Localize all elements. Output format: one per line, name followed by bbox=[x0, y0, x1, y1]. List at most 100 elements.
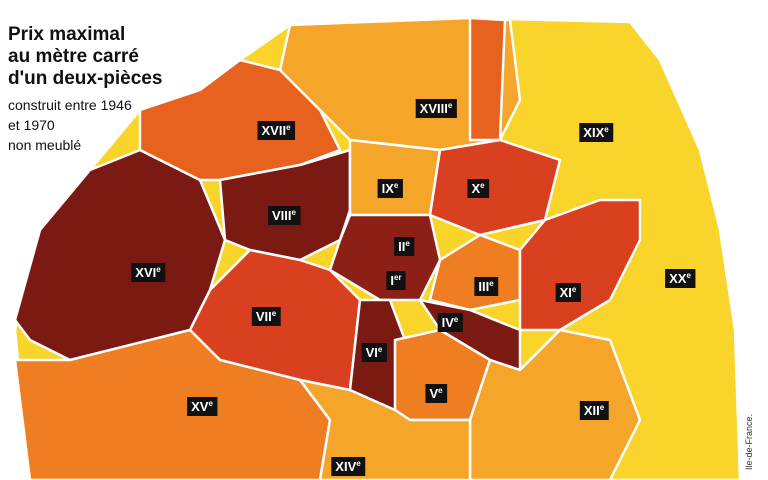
label-text: XIXe bbox=[583, 125, 609, 140]
arrondissement-label: Xe bbox=[467, 179, 490, 198]
suffix: e bbox=[405, 239, 410, 248]
label-box bbox=[394, 237, 415, 256]
label-box bbox=[665, 269, 696, 288]
roman: VI bbox=[366, 345, 378, 360]
label-box bbox=[579, 401, 609, 420]
roman: III bbox=[478, 279, 489, 294]
label-text: XVIe bbox=[135, 265, 161, 280]
label-text: XIe bbox=[560, 285, 577, 300]
suffix: e bbox=[572, 285, 577, 294]
label-text: IIe bbox=[398, 239, 410, 254]
label-box bbox=[257, 121, 296, 140]
roman: IX bbox=[382, 181, 395, 196]
arrondissement-label: VIIIe bbox=[268, 206, 301, 225]
arrondissement-label: XVe bbox=[187, 397, 218, 416]
arrondissement-label: IIe bbox=[394, 237, 415, 256]
roman: X bbox=[471, 181, 480, 196]
roman: XIV bbox=[335, 459, 356, 474]
roman: XII bbox=[584, 403, 600, 418]
arrondissement-label: Ve bbox=[425, 384, 448, 403]
label-box bbox=[251, 307, 281, 326]
arrondissement-label: IVe bbox=[437, 313, 463, 332]
label-box bbox=[361, 343, 387, 362]
arrondissement-label: XVIIIe bbox=[415, 99, 457, 118]
suffix: e bbox=[604, 125, 609, 134]
label-text: IXe bbox=[382, 181, 399, 196]
suffix: e bbox=[378, 345, 383, 354]
title-line: d'un deux-pièces bbox=[8, 68, 162, 89]
suffix: e bbox=[489, 279, 494, 288]
arrondissement-label: XVIe bbox=[131, 263, 166, 282]
label-text: IIIe bbox=[478, 279, 494, 294]
label-text: Ve bbox=[429, 386, 443, 401]
roman: XV bbox=[191, 399, 209, 414]
arrondissement-label: XIe bbox=[555, 283, 581, 302]
arrondissement-label: IIIe bbox=[474, 277, 499, 296]
subtitle-line: non meublé bbox=[8, 137, 81, 153]
arrondissement-label: XIIe bbox=[579, 401, 609, 420]
suffix: e bbox=[356, 459, 361, 468]
label-box bbox=[474, 277, 499, 296]
label-box bbox=[386, 271, 406, 290]
label-text: XVe bbox=[191, 399, 213, 414]
roman: XIX bbox=[583, 125, 604, 140]
label-text: IVe bbox=[442, 315, 459, 330]
label-text: Ier bbox=[390, 273, 401, 288]
suffix: e bbox=[286, 123, 291, 132]
arrondissement-label: XVIIe bbox=[257, 121, 296, 140]
label-box bbox=[187, 397, 218, 416]
suffix: e bbox=[208, 399, 213, 408]
suffix: e bbox=[438, 386, 443, 395]
roman: XVII bbox=[261, 123, 286, 138]
title-line: Prix maximal bbox=[8, 24, 125, 45]
roman: V bbox=[429, 386, 438, 401]
subtitle-line: et 1970 bbox=[8, 117, 55, 133]
arrondissement-label: XIVe bbox=[331, 457, 366, 476]
roman: I bbox=[390, 273, 394, 288]
roman: VIII bbox=[272, 208, 292, 223]
suffix: e bbox=[292, 208, 297, 217]
arrondissement-label: Ier bbox=[386, 271, 406, 290]
title-block: Prix maximal au mètre carré d'un deux-pi… bbox=[8, 24, 162, 153]
label-text: XXe bbox=[669, 271, 691, 286]
label-text: XVIIIe bbox=[420, 101, 453, 116]
roman: XX bbox=[669, 271, 687, 286]
label-box bbox=[377, 179, 403, 198]
suffix: e bbox=[272, 309, 277, 318]
label-text: VIIe bbox=[256, 309, 277, 324]
label-text: XIVe bbox=[335, 459, 361, 474]
label-box bbox=[555, 283, 581, 302]
roman: XI bbox=[560, 285, 572, 300]
suffix: e bbox=[600, 403, 605, 412]
suffix: e bbox=[480, 181, 485, 190]
roman: II bbox=[398, 239, 405, 254]
suffix: e bbox=[394, 181, 399, 190]
label-box bbox=[131, 263, 166, 282]
roman: VII bbox=[256, 309, 272, 324]
credit: Ile-de-France. bbox=[744, 414, 754, 470]
label-box bbox=[425, 384, 448, 403]
label-text: XIIe bbox=[584, 403, 605, 418]
subtitle-line: construit entre 1946 bbox=[8, 97, 132, 113]
label-box bbox=[579, 123, 614, 142]
label-text: VIIIe bbox=[272, 208, 297, 223]
arrondissement-label: XXe bbox=[665, 269, 696, 288]
label-box bbox=[268, 206, 301, 225]
roman: XVIII bbox=[420, 101, 448, 116]
label-text: Xe bbox=[471, 181, 485, 196]
title-line: au mètre carré bbox=[8, 46, 139, 67]
roman: XVI bbox=[135, 265, 156, 280]
arrondissement-label: VIe bbox=[361, 343, 387, 362]
arrondissement-label: XIXe bbox=[579, 123, 614, 142]
label-box bbox=[415, 99, 457, 118]
label-box bbox=[467, 179, 490, 198]
arrondissement-label: IXe bbox=[377, 179, 403, 198]
suffix: er bbox=[394, 273, 402, 282]
arrondissement-label: VIIe bbox=[251, 307, 281, 326]
label-text: XVIIe bbox=[261, 123, 291, 138]
suffix: e bbox=[454, 315, 459, 324]
city-map bbox=[13, 16, 742, 480]
label-text: VIe bbox=[366, 345, 383, 360]
